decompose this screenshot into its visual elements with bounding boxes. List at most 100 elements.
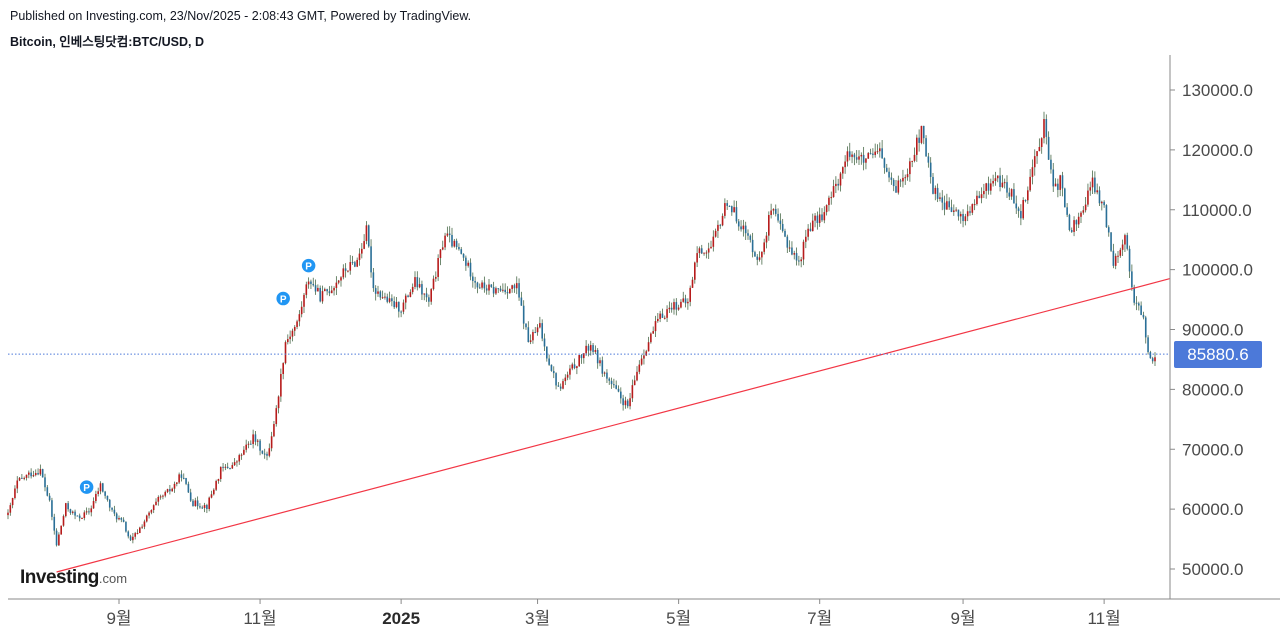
candle-body: [48, 495, 51, 501]
candle: [571, 362, 574, 371]
candle-body: [1027, 190, 1029, 201]
candle: [573, 358, 576, 370]
candle: [983, 183, 985, 199]
y-tick-label: 120000.0: [1182, 141, 1253, 160]
candle-body: [1054, 183, 1057, 187]
candle: [37, 468, 39, 476]
candle: [566, 371, 569, 381]
event-marker: P: [274, 290, 292, 307]
candle-body: [398, 301, 400, 312]
candle-body: [1022, 200, 1024, 219]
candle-body: [423, 293, 426, 295]
candle: [1142, 311, 1145, 320]
candle-body: [208, 497, 210, 510]
candle: [578, 355, 580, 367]
candle-body: [270, 436, 273, 449]
y-tick-label: 60000.0: [1182, 500, 1243, 519]
candle-body: [814, 215, 816, 221]
candle-body: [895, 186, 897, 193]
y-tick-label: 50000.0: [1182, 560, 1243, 579]
candle: [481, 280, 483, 290]
candle-body: [1066, 207, 1068, 215]
candle-body: [576, 366, 578, 369]
candle: [920, 125, 923, 145]
candle-body: [446, 233, 449, 236]
candle-body: [407, 295, 409, 297]
candle: [594, 345, 597, 355]
candle: [916, 134, 918, 162]
candle-body: [916, 137, 918, 155]
candle: [46, 485, 49, 497]
candle: [162, 494, 164, 500]
candle-body: [858, 156, 860, 160]
candle-body: [300, 306, 303, 315]
candle-body: [226, 466, 229, 469]
candle: [275, 405, 278, 427]
candle: [358, 248, 361, 266]
candle: [735, 200, 738, 224]
candle: [860, 152, 863, 165]
candle: [354, 260, 356, 268]
candle: [136, 529, 139, 535]
candle: [1029, 169, 1031, 192]
candle-body: [233, 462, 236, 466]
candle: [404, 293, 407, 310]
candle: [687, 298, 689, 310]
candle: [150, 509, 153, 515]
candle: [906, 168, 909, 181]
candle: [268, 443, 271, 458]
candle-body: [927, 156, 930, 163]
candle-body: [150, 510, 153, 513]
candle: [1047, 131, 1050, 160]
candle: [777, 208, 779, 223]
candle-body: [1010, 189, 1013, 197]
candle: [152, 504, 155, 514]
candle: [562, 378, 564, 390]
candle: [724, 198, 726, 219]
candle-body: [62, 516, 65, 526]
candle: [48, 493, 51, 502]
candle: [386, 293, 389, 304]
candle-body: [129, 536, 132, 541]
candle: [585, 340, 587, 356]
candle: [911, 160, 913, 168]
candle: [680, 299, 682, 309]
candle-body: [541, 323, 543, 339]
candle-body: [1110, 232, 1112, 251]
candle-body: [543, 338, 546, 347]
candle-body: [374, 288, 377, 294]
candle: [282, 362, 284, 380]
candle: [853, 152, 856, 166]
candle: [134, 531, 136, 540]
candle-body: [118, 518, 120, 520]
candle: [626, 398, 629, 409]
candle-body: [1080, 212, 1082, 217]
candle-body: [162, 495, 164, 497]
candle: [65, 502, 67, 518]
candle-body: [654, 321, 657, 332]
candle-body: [800, 259, 802, 262]
candle-body: [527, 327, 530, 343]
candle: [654, 315, 657, 338]
candle: [700, 244, 703, 255]
candle: [825, 204, 828, 216]
candle: [529, 334, 532, 345]
candle: [677, 304, 680, 311]
candle-body: [781, 223, 784, 231]
logo-main: Investing: [20, 567, 99, 588]
candle: [534, 326, 537, 334]
candle: [176, 482, 178, 487]
candle: [640, 354, 643, 366]
candle: [490, 284, 493, 288]
candle-body: [1031, 167, 1034, 177]
candle-body: [344, 268, 347, 271]
candle: [238, 453, 241, 465]
candle-body: [805, 236, 807, 242]
candle: [1057, 178, 1059, 198]
candle: [307, 277, 310, 289]
candle-body: [1061, 175, 1064, 189]
candle: [966, 204, 969, 222]
candle-body: [1059, 175, 1061, 190]
candle: [1050, 154, 1052, 174]
